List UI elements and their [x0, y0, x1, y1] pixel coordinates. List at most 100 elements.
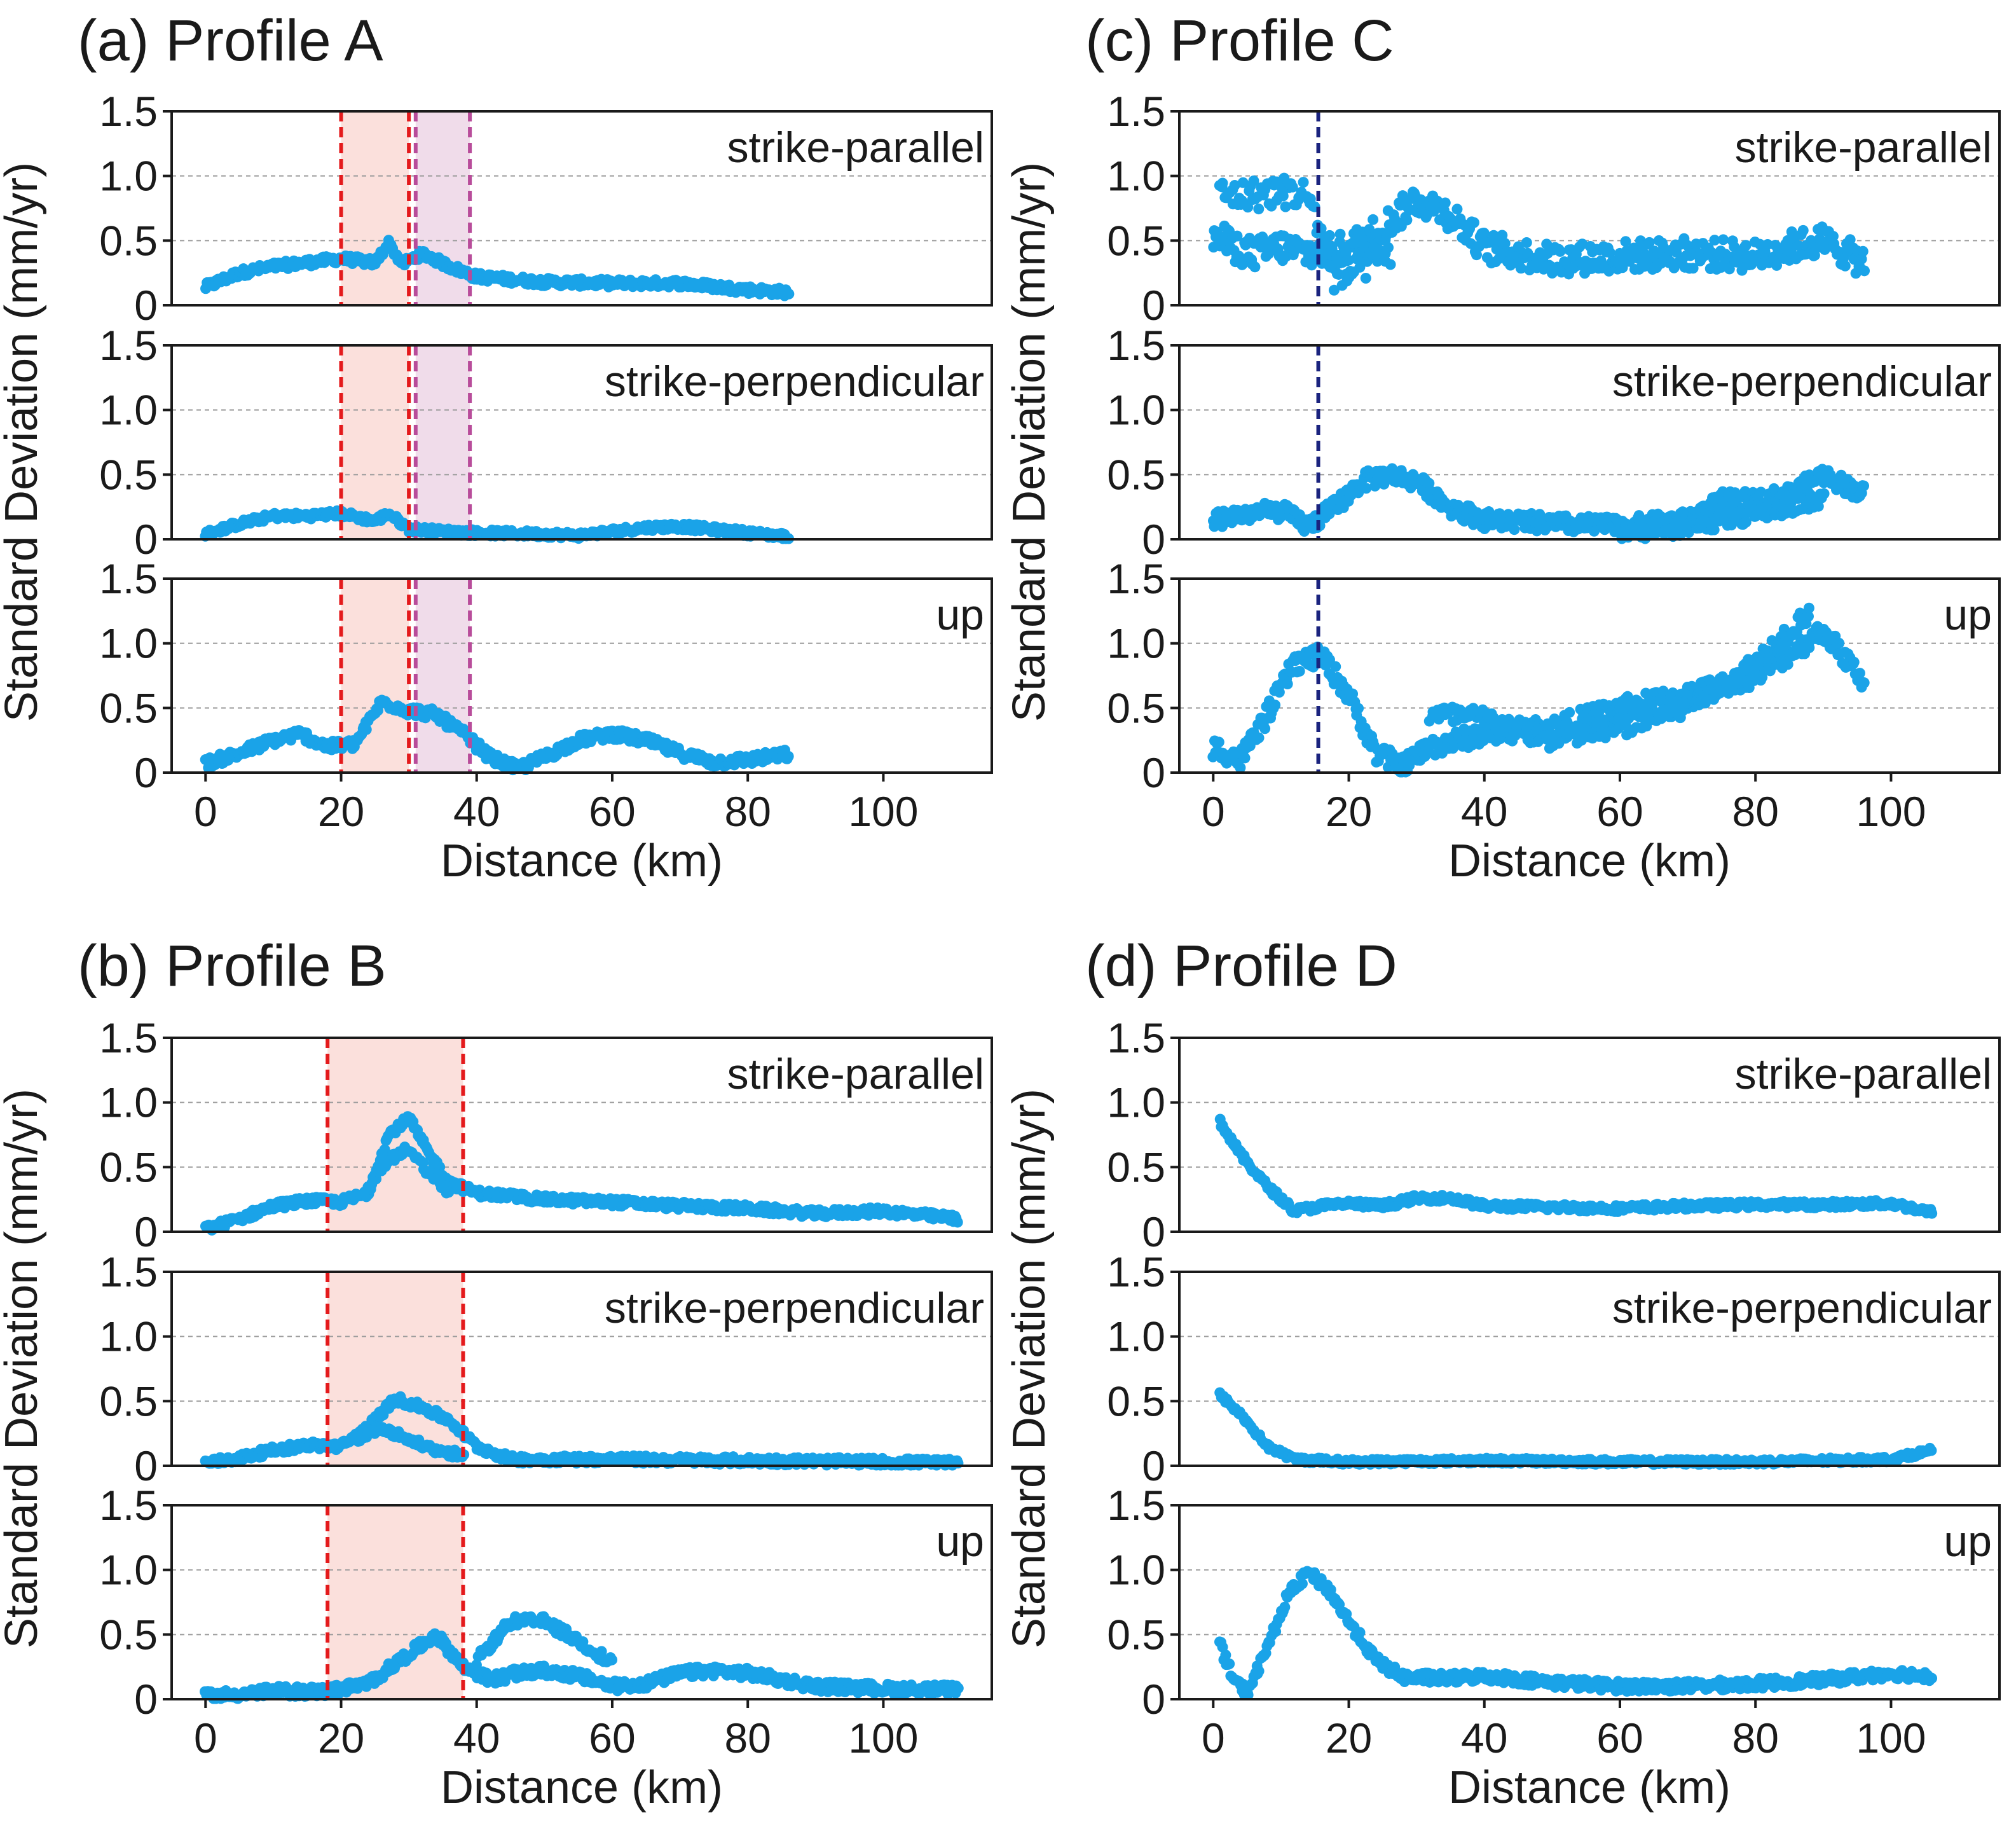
component-label: strike-parallel	[1735, 123, 1992, 172]
y-tick-label: 1.0	[1107, 387, 1165, 434]
y-tick-label: 1.0	[99, 1079, 158, 1126]
y-tick-label: 0.5	[99, 1611, 158, 1658]
y-axis-label: Standard Deviation (mm/yr)	[0, 1089, 47, 1648]
subplot-strike-perpendicular: 0 0.5 1.0 1.5 strike-perpendicular	[99, 322, 993, 563]
data-point	[1439, 197, 1451, 209]
subplot-strike-parallel: 0 0.5 1.0 1.5 strike-parallel	[99, 88, 993, 329]
y-tick-label: 0.5	[99, 1377, 158, 1424]
data-point	[1330, 661, 1341, 672]
highlight-band	[415, 579, 470, 773]
data-point	[1321, 248, 1333, 259]
data-point	[1401, 214, 1413, 226]
y-tick-label: 1.5	[99, 1482, 158, 1529]
data-point	[1859, 265, 1870, 277]
y-tick-label: 1.0	[99, 387, 158, 434]
highlight-band	[415, 345, 470, 539]
x-tick-label: 0	[194, 1714, 217, 1762]
y-tick-label: 0	[134, 1676, 158, 1723]
data-point	[1270, 700, 1281, 711]
scatter-series	[1207, 463, 1870, 544]
y-tick-label: 0.5	[99, 451, 158, 498]
data-point	[1804, 642, 1815, 654]
data-point	[1468, 217, 1479, 228]
data-point	[1217, 177, 1228, 189]
x-tick-label: 100	[848, 788, 918, 835]
data-point	[1253, 732, 1265, 743]
highlight-band	[341, 111, 409, 305]
y-tick-label: 1.0	[99, 153, 158, 200]
y-tick-label: 1.5	[99, 88, 158, 135]
data-point	[1451, 203, 1463, 215]
panel-title: (a) Profile A	[78, 8, 383, 73]
scatter-series	[1207, 602, 1870, 778]
data-point	[1854, 668, 1865, 679]
y-tick-label: 1.0	[99, 620, 158, 667]
component-label: strike-perpendicular	[605, 1284, 984, 1332]
component-label: strike-perpendicular	[605, 357, 984, 406]
panel-a: (a) Profile A00.51.01.5strike-parallel00…	[0, 8, 993, 886]
data-point	[1319, 231, 1330, 242]
data-point	[1509, 524, 1520, 535]
highlight-band	[341, 345, 409, 539]
component-label: strike-parallel	[727, 123, 984, 172]
x-tick-label: 0	[194, 788, 217, 835]
y-tick-label: 1.0	[99, 1313, 158, 1360]
y-tick-label: 0	[134, 516, 158, 563]
y-tick-label: 1.5	[99, 1014, 158, 1061]
axes-frame	[170, 110, 993, 307]
panel-c: (c) Profile C00.51.01.5strike-parallel00…	[1004, 8, 2001, 886]
x-axis-label: Distance (km)	[441, 1762, 723, 1813]
x-tick-label: 60	[589, 1714, 635, 1762]
y-tick-label: 0.5	[99, 1143, 158, 1190]
data-point	[1294, 665, 1305, 677]
data-point	[1337, 257, 1348, 268]
data-point	[1521, 237, 1532, 249]
x-tick-label: 100	[848, 1714, 918, 1762]
y-tick-label: 0	[134, 749, 158, 796]
panel-title: (c) Profile C	[1085, 8, 1394, 73]
data-point	[607, 1654, 618, 1665]
data-point	[952, 1683, 964, 1694]
data-point	[1298, 177, 1309, 188]
x-tick-label: 20	[318, 1714, 364, 1762]
data-point	[443, 1187, 455, 1198]
data-point	[952, 1217, 963, 1228]
y-tick-label: 1.5	[99, 322, 158, 369]
data-point	[1554, 245, 1566, 257]
y-tick-label: 1.0	[1107, 153, 1165, 200]
y-axis-label: Standard Deviation (mm/yr)	[0, 162, 47, 722]
data-point	[1249, 261, 1261, 273]
data-point	[1848, 656, 1860, 668]
x-tick-label: 80	[724, 1714, 771, 1762]
data-point	[1213, 736, 1224, 748]
data-point	[1353, 703, 1364, 714]
x-tick-label: 40	[453, 1714, 500, 1762]
data-point	[360, 724, 372, 735]
y-tick-label: 0.5	[99, 217, 158, 264]
scatter-series	[200, 694, 794, 776]
panel-title: (b) Profile B	[78, 934, 387, 998]
y-tick-label: 1.5	[99, 555, 158, 602]
data-point	[1818, 488, 1830, 499]
y-tick-label: 1.5	[1107, 88, 1165, 135]
scatter-series	[200, 505, 795, 544]
y-tick-label: 0	[134, 282, 158, 329]
data-point	[783, 288, 795, 300]
x-tick-label: 40	[453, 788, 500, 835]
data-point	[1797, 224, 1809, 236]
data-point	[1718, 234, 1729, 245]
panel-b: (b) Profile B00.51.01.5strike-parallel00…	[0, 934, 993, 1813]
scatter-series	[200, 1611, 964, 1704]
component-label: up	[936, 591, 984, 639]
data-point	[1383, 242, 1394, 253]
data-point	[1839, 260, 1851, 272]
x-tick-label: 20	[318, 788, 364, 835]
scatter-series	[200, 235, 795, 301]
x-tick-label: 60	[589, 788, 635, 835]
data-point	[1334, 228, 1346, 240]
